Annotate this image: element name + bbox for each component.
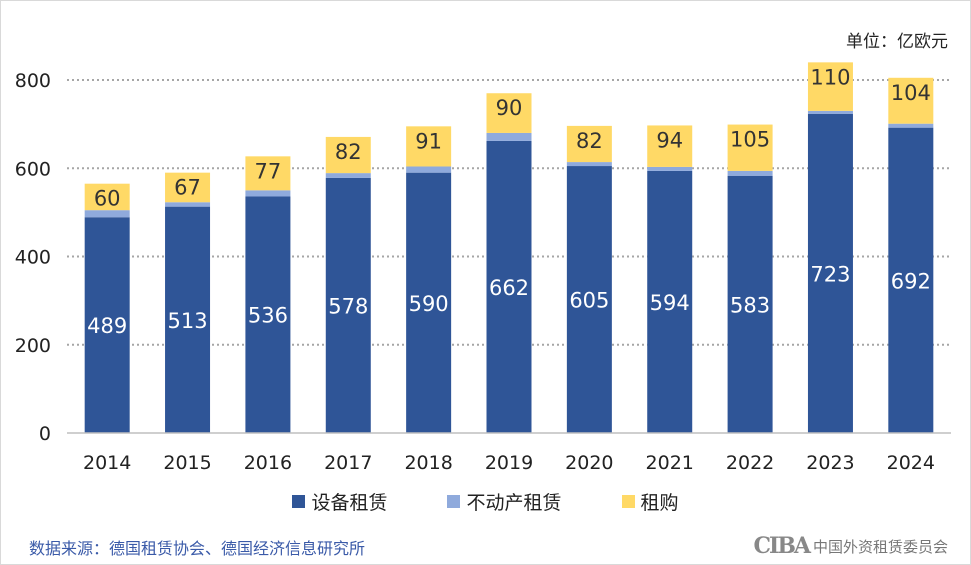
y-tick-label: 200 [15,335,51,357]
y-tick-label: 800 [15,70,51,92]
data-label: 60 [94,187,121,211]
data-label: 105 [730,128,770,152]
data-label: 77 [255,159,282,183]
bar-segment [807,113,853,433]
bar-segment [165,172,211,203]
x-tick-label: 2020 [565,452,613,474]
bar-segment [245,196,291,433]
bar-segment [888,123,934,128]
bar-segment [807,62,853,111]
x-tick-label: 2016 [244,452,292,474]
x-tick-label: 2019 [485,452,533,474]
data-label: 104 [891,81,931,105]
x-tick-label: 2017 [324,452,372,474]
data-label: 662 [489,276,529,300]
data-label: 94 [656,128,683,152]
data-label: 489 [87,314,127,338]
bar-segment [84,217,130,433]
legend-label: 不动产租赁 [466,492,562,514]
bar-segment [888,127,934,433]
legend-item-hire-purchase: 租购 [621,488,679,515]
logo-mark: CIBA [753,533,811,559]
data-label: 67 [174,176,201,200]
bar-segment [325,173,371,178]
legend-swatch [621,495,635,508]
bar-segment [165,202,211,207]
data-label: 583 [730,293,770,317]
legend-label: 设备租赁 [311,492,388,514]
x-tick-label: 2021 [646,452,694,474]
bar-segment [245,190,291,197]
bar-segment [486,140,532,433]
ciba-logo: CIBA 中国外资租赁委员会 [754,533,948,559]
data-label: 723 [810,262,850,286]
data-label: 90 [496,96,523,120]
x-tick-label: 2014 [83,452,131,474]
data-label: 594 [650,291,690,315]
bar-segment [647,170,693,433]
bar-segment [807,110,853,114]
bar-segment [727,170,773,176]
legend-swatch [292,495,306,508]
bar-segment [566,162,612,167]
bar-segment [727,124,773,171]
x-tick-label: 2022 [726,452,774,474]
stacked-bar-chart: 0 200 400 600 800 489 60 2014 513 67 2015 536 77 2016… [15,62,951,474]
x-tick-label: 2018 [404,452,452,474]
data-label: 578 [328,294,368,318]
data-label: 82 [576,129,603,153]
data-label: 536 [248,304,288,328]
logo-org: 中国外资租赁委员会 [812,537,948,556]
legend: 设备租赁 不动产租赁 租购 [1,488,970,515]
data-label: 692 [891,269,931,293]
bar-segment [245,156,291,191]
legend-item-real-estate: 不动产租赁 [447,488,562,515]
bar-segment [566,166,612,433]
bar-segment [647,166,693,171]
y-tick-label: 400 [15,247,51,269]
x-tick-label: 2015 [163,452,211,474]
legend-swatch [447,495,461,508]
bar-segment [406,126,452,167]
data-source: 数据来源：德国租赁协会、德国经济信息研究所 [29,539,366,558]
bar-segment [486,93,532,133]
data-label: 605 [569,289,609,313]
x-tick-label: 2024 [887,452,935,474]
bar-segment [406,166,452,173]
bar-segment [647,125,693,167]
bar-segment [165,206,211,433]
data-label: 590 [409,292,449,316]
unit-label: 单位：亿欧元 [846,32,948,52]
bar-segment [325,177,371,433]
bar-segment [486,132,532,141]
bar-segment [325,136,371,174]
y-tick-label: 0 [39,423,51,445]
data-label: 82 [335,140,362,164]
legend-item-equipment: 设备租赁 [292,488,387,515]
bar-segment [84,183,130,211]
bar-segment [566,125,612,163]
data-label: 91 [415,129,442,153]
data-label: 110 [810,65,850,89]
legend-label: 租购 [640,492,679,514]
bar-segment [84,210,130,218]
bar-segment [406,172,452,433]
x-tick-label: 2023 [806,452,854,474]
bar-segment [727,175,773,433]
data-label: 513 [167,309,207,333]
bar-segment [888,77,934,124]
y-tick-label: 600 [15,158,51,180]
